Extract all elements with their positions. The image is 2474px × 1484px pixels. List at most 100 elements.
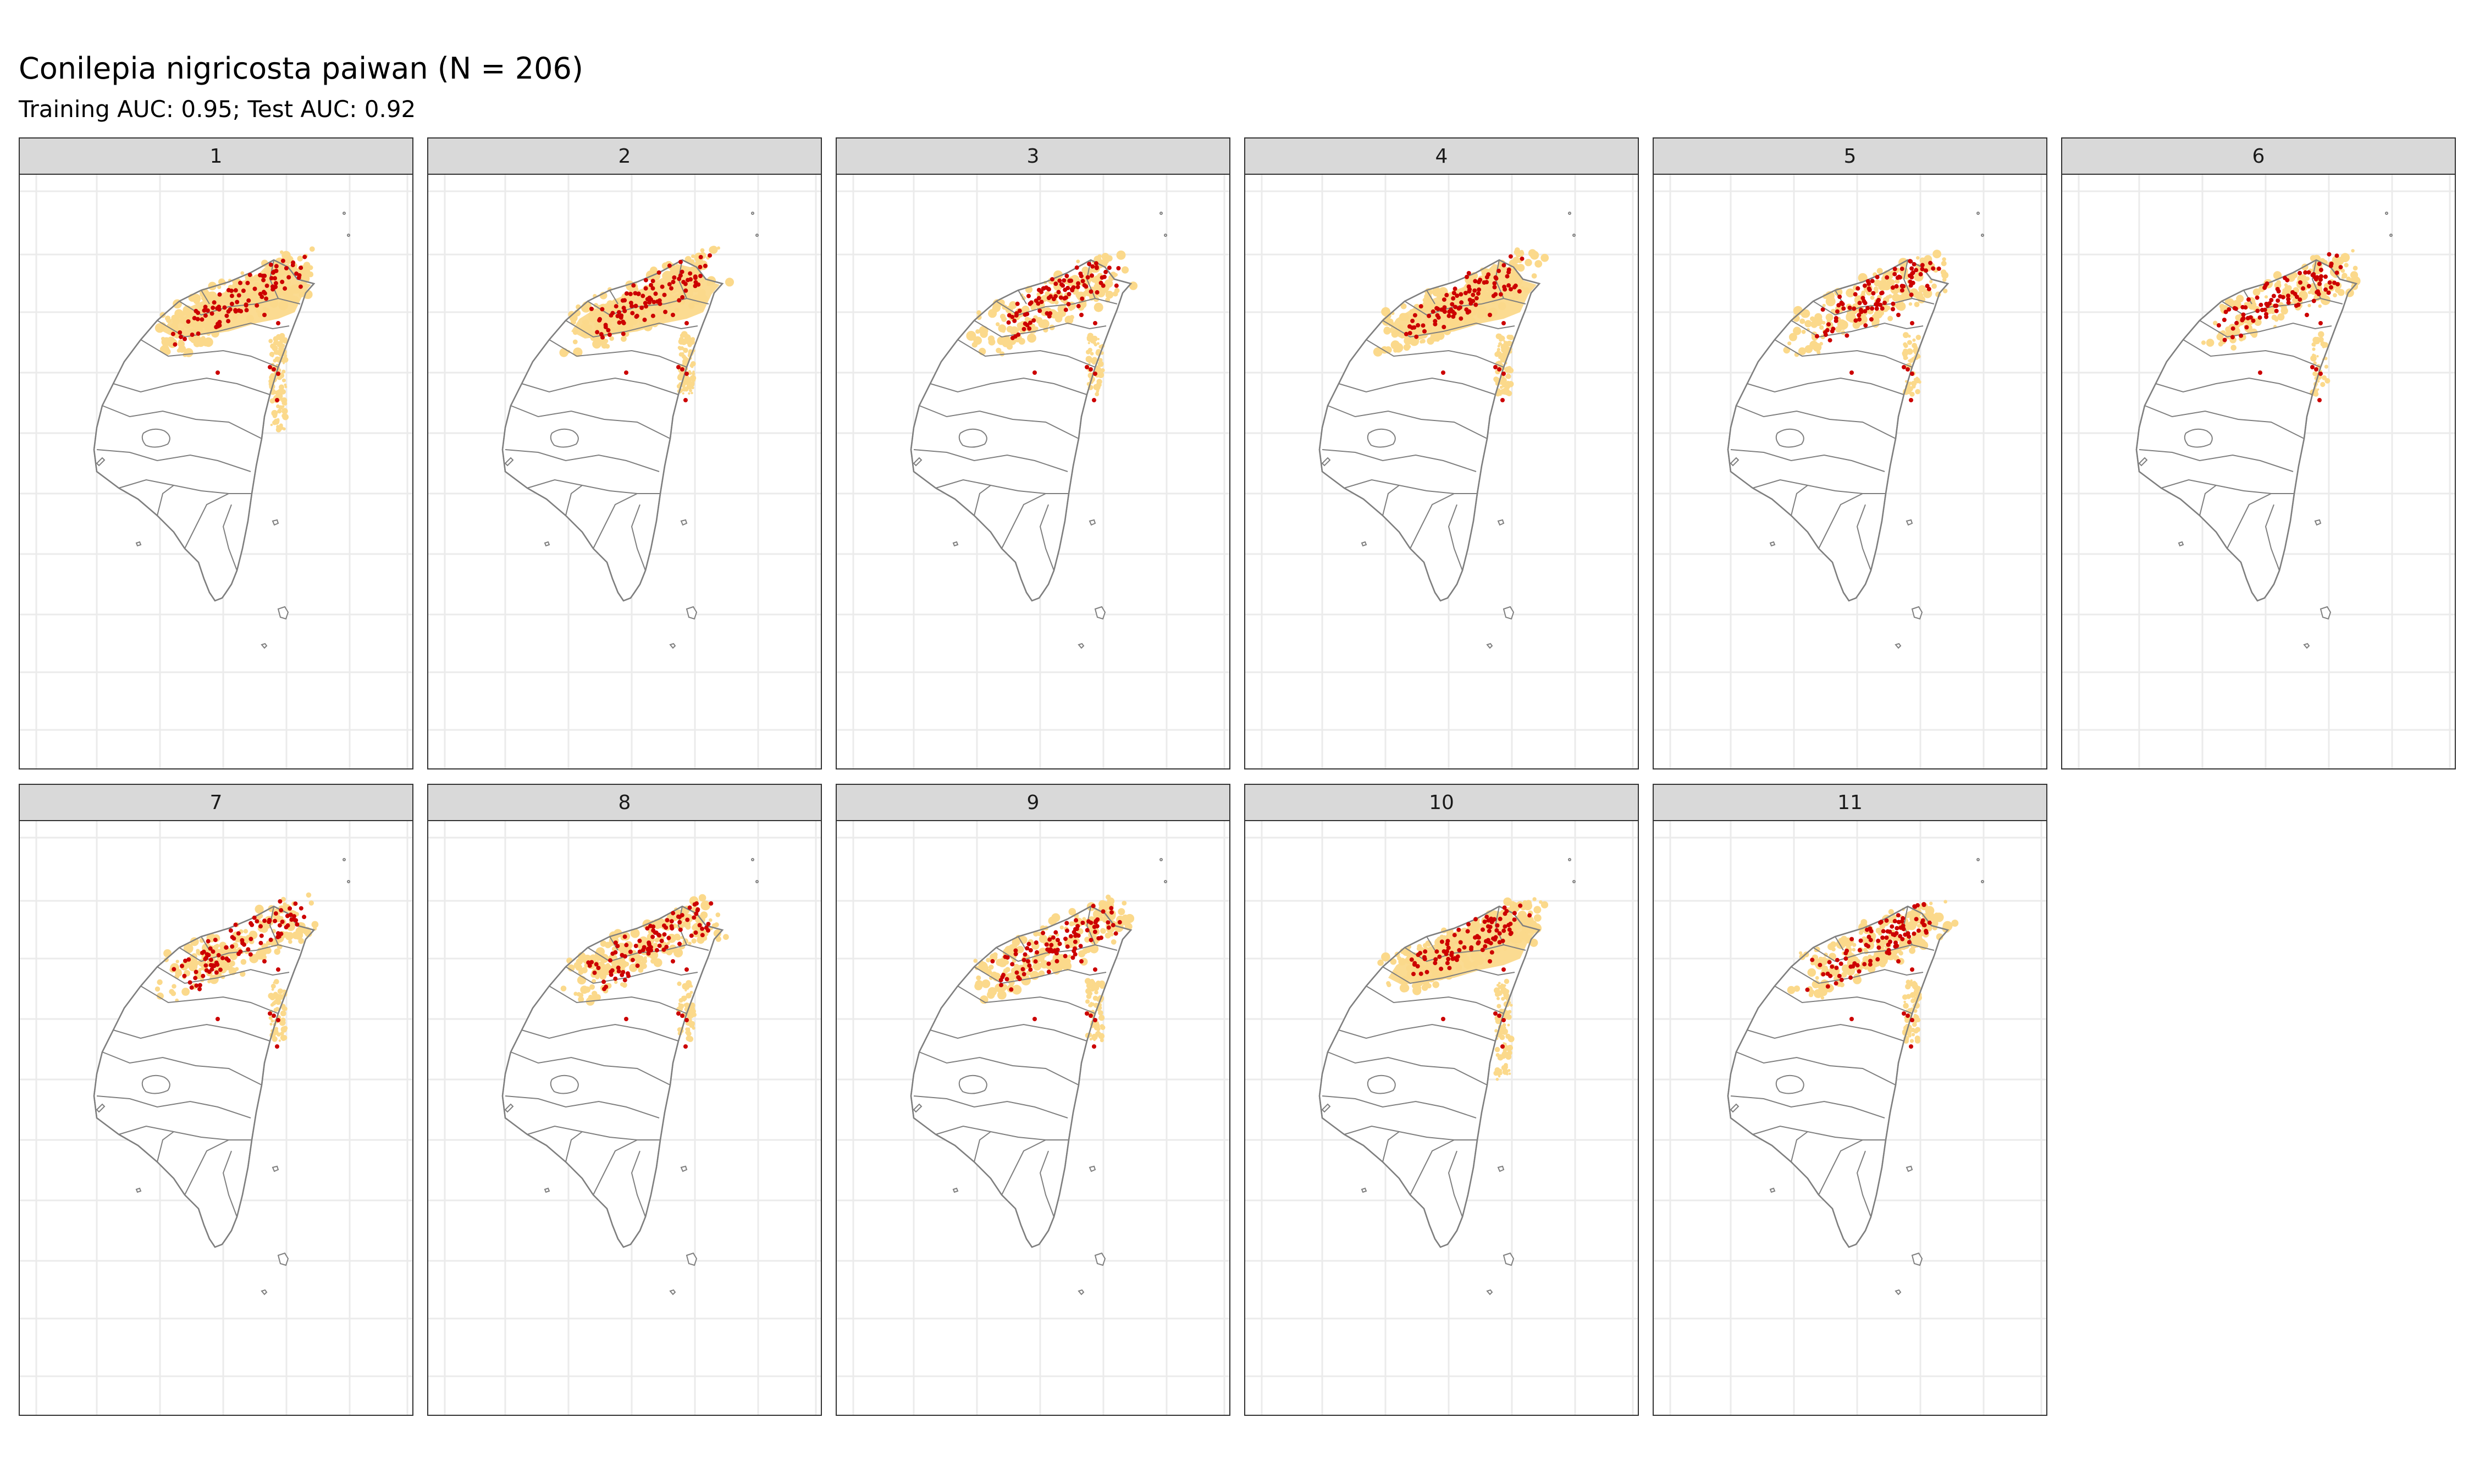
occurrence-point bbox=[170, 331, 175, 336]
occurrence-point bbox=[2258, 302, 2263, 307]
occurrence-point bbox=[669, 924, 674, 929]
occurrence-point bbox=[280, 279, 285, 284]
occurrence-point bbox=[1444, 292, 1449, 297]
facet-panel: 5 bbox=[1653, 137, 2047, 769]
occurrence-point bbox=[1908, 259, 1913, 264]
occurrence-point bbox=[650, 934, 655, 939]
occurrence-point bbox=[1014, 970, 1019, 975]
occurrence-point bbox=[203, 313, 208, 318]
occurrence-point bbox=[1436, 315, 1441, 320]
occurrence-point bbox=[276, 372, 280, 376]
occurrence-point bbox=[280, 920, 285, 924]
occurrence-point bbox=[203, 963, 208, 968]
occurrence-point bbox=[236, 951, 241, 956]
occurrence-point bbox=[1014, 311, 1019, 316]
occurrence-point bbox=[1073, 927, 1078, 932]
inland-lake bbox=[2184, 428, 2213, 448]
occurrence-point bbox=[1085, 365, 1089, 369]
occurrence-point bbox=[246, 947, 251, 952]
occurrence-point bbox=[1458, 940, 1463, 945]
occurrence-point bbox=[1455, 954, 1460, 959]
occurrence-point bbox=[187, 980, 192, 985]
occurrence-point bbox=[1476, 940, 1481, 945]
occurrence-point bbox=[284, 266, 289, 270]
occurrence-point bbox=[1070, 955, 1075, 960]
occurrence-point bbox=[1920, 918, 1925, 923]
admin-borders bbox=[1730, 259, 1935, 571]
occurrence-point bbox=[1076, 281, 1081, 286]
occurrence-point bbox=[262, 291, 267, 296]
occurrence-point bbox=[1501, 321, 1506, 325]
occurrence-point bbox=[1106, 920, 1111, 925]
occurrence-point bbox=[1437, 954, 1442, 959]
occurrence-point bbox=[2246, 297, 2251, 302]
occurrence-point bbox=[1027, 326, 1032, 331]
occurrence-point bbox=[1827, 960, 1832, 965]
occurrence-point bbox=[1892, 272, 1897, 276]
occurrence-point bbox=[236, 293, 241, 298]
occurrence-point bbox=[644, 304, 648, 309]
occurrence-point bbox=[258, 291, 263, 296]
occurrence-point bbox=[216, 1017, 220, 1021]
occurrence-point bbox=[1441, 370, 1445, 375]
occurrence-point bbox=[633, 944, 638, 948]
occurrence-point bbox=[1085, 928, 1090, 933]
map-plot-area bbox=[19, 821, 413, 1416]
map-plot-area bbox=[1653, 175, 2047, 769]
occurrence-point bbox=[1445, 942, 1450, 946]
occurrence-point bbox=[1482, 280, 1487, 285]
occurrence-point bbox=[1484, 915, 1489, 920]
occurrence-point bbox=[639, 306, 644, 310]
occurrence-point bbox=[2327, 252, 2332, 257]
occurrence-point bbox=[1924, 928, 1929, 933]
occurrence-point bbox=[1456, 927, 1461, 932]
facet-strip-label: 8 bbox=[427, 784, 822, 821]
facet-strip-label: 5 bbox=[1653, 137, 2047, 175]
occurrence-point bbox=[700, 933, 705, 938]
occurrence-point bbox=[1093, 372, 1097, 376]
occurrence-point bbox=[202, 308, 207, 313]
taiwan-map bbox=[1654, 175, 2046, 768]
occurrence-point bbox=[261, 278, 266, 283]
occurrence-point bbox=[268, 262, 273, 267]
occurrence-point bbox=[1849, 937, 1854, 942]
occurrence-point bbox=[262, 959, 267, 964]
occurrence-point bbox=[247, 273, 252, 278]
occurrence-point bbox=[1076, 303, 1081, 308]
occurrence-point bbox=[655, 299, 660, 304]
occurrence-point bbox=[212, 964, 217, 968]
occurrence-point bbox=[1884, 935, 1889, 940]
occurrence-point bbox=[1451, 291, 1456, 296]
occurrence-point bbox=[2332, 280, 2337, 285]
occurrence-point bbox=[1459, 300, 1464, 305]
occurrence-point bbox=[656, 270, 661, 275]
occurrence-point bbox=[194, 983, 199, 988]
occurrence-point bbox=[180, 964, 184, 968]
occurrence-point bbox=[596, 966, 601, 970]
occurrence-point bbox=[1834, 981, 1838, 986]
occurrence-point bbox=[272, 367, 276, 372]
occurrence-point bbox=[630, 957, 635, 962]
occurrence-point bbox=[2311, 298, 2316, 303]
occurrence-point bbox=[286, 275, 291, 280]
taiwan-map bbox=[428, 175, 821, 768]
occurrence-point bbox=[1857, 948, 1862, 953]
occurrence-point bbox=[200, 950, 205, 955]
occurrence-point bbox=[1035, 950, 1039, 955]
occurrence-point bbox=[1912, 262, 1917, 267]
occurrence-point bbox=[2306, 270, 2311, 275]
occurrence-points bbox=[589, 253, 713, 402]
occurrence-point bbox=[1037, 308, 1042, 313]
facet-panel: 9 bbox=[836, 784, 1230, 1416]
map-plot-area bbox=[1244, 175, 1639, 769]
occurrence-point bbox=[216, 953, 221, 957]
occurrence-point bbox=[179, 335, 183, 340]
occurrence-point bbox=[1032, 1017, 1037, 1021]
taiwan-map bbox=[1245, 175, 1638, 768]
occurrence-point bbox=[688, 277, 693, 282]
occurrence-point bbox=[273, 911, 278, 916]
occurrence-point bbox=[2283, 275, 2288, 280]
occurrence-point bbox=[1090, 273, 1094, 278]
occurrence-point bbox=[1480, 948, 1485, 953]
occurrence-point bbox=[1838, 961, 1843, 966]
